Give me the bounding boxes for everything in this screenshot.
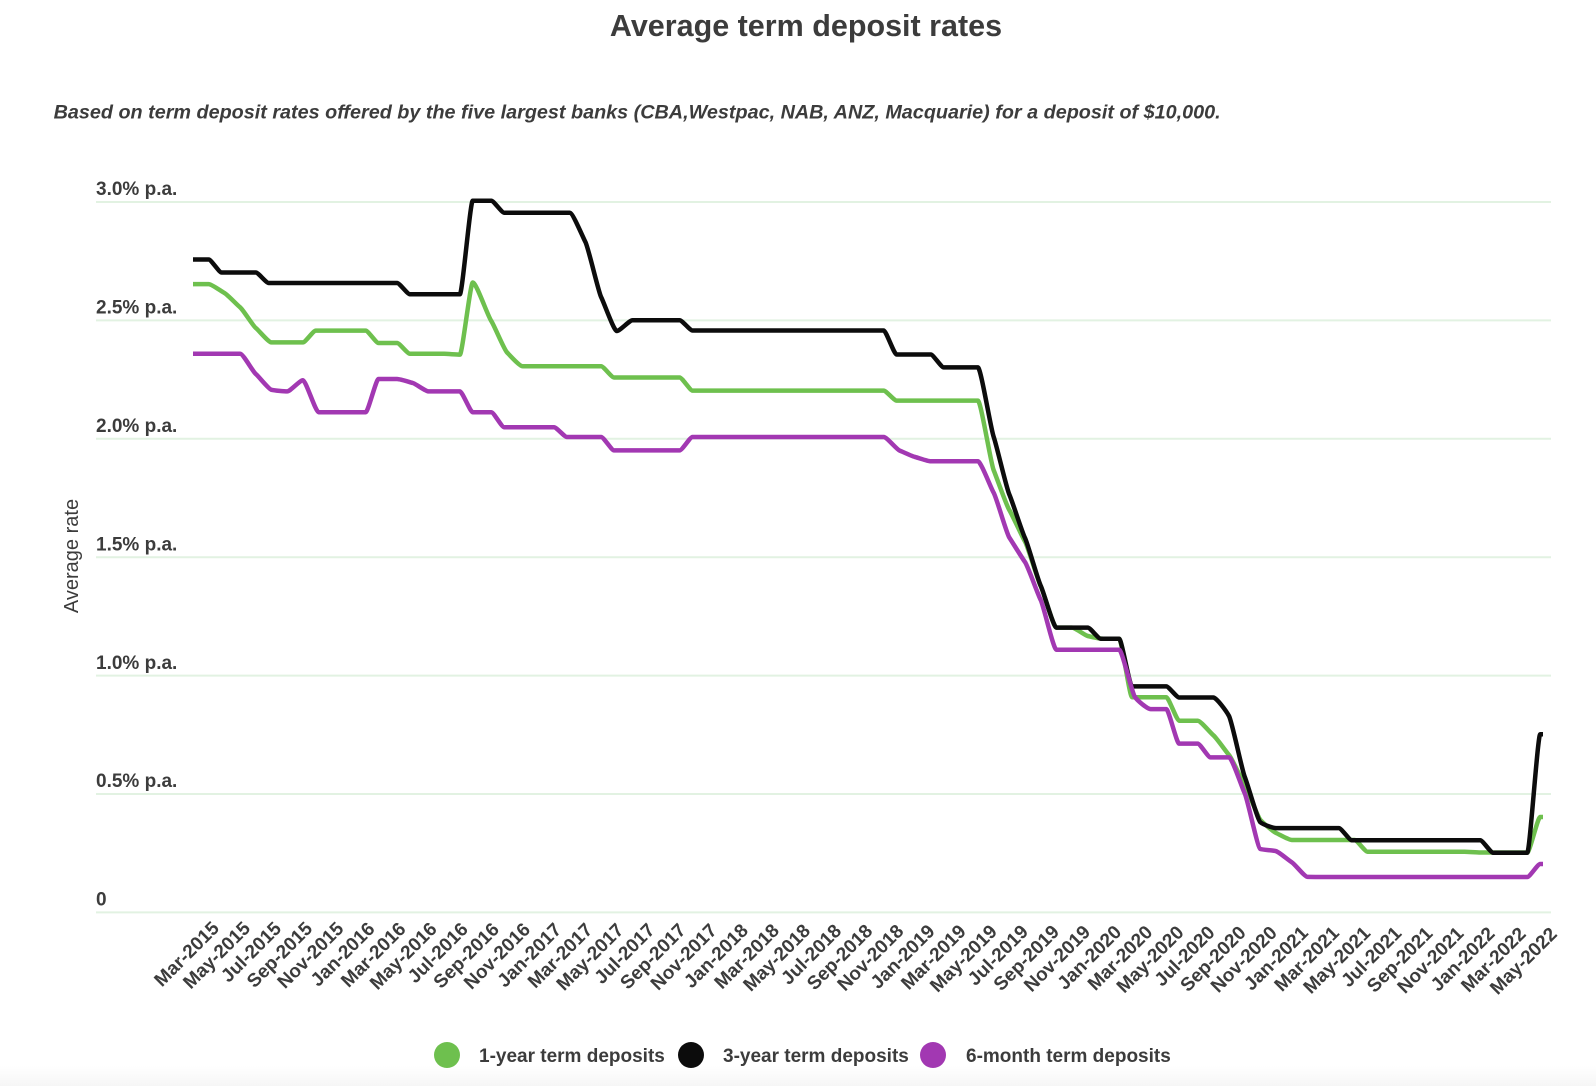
svg-text:Based on term deposit rates of: Based on term deposit rates offered by t… xyxy=(54,102,1221,124)
svg-text:3-year term deposits: 3-year term deposits xyxy=(723,1046,909,1067)
svg-text:0.5% p.a.: 0.5% p.a. xyxy=(96,771,177,792)
svg-text:2.0% p.a.: 2.0% p.a. xyxy=(96,416,177,437)
svg-text:6-month term deposits: 6-month term deposits xyxy=(966,1046,1171,1067)
svg-text:2.5% p.a.: 2.5% p.a. xyxy=(96,298,177,319)
svg-text:Average term deposit rates: Average term deposit rates xyxy=(610,9,1002,43)
svg-text:0: 0 xyxy=(96,890,107,911)
svg-text:1-year term deposits: 1-year term deposits xyxy=(479,1046,665,1067)
svg-text:1.5% p.a.: 1.5% p.a. xyxy=(96,534,177,555)
svg-text:1.0% p.a.: 1.0% p.a. xyxy=(96,653,177,674)
svg-text:Average rate: Average rate xyxy=(61,499,83,613)
svg-text:3.0% p.a.: 3.0% p.a. xyxy=(96,179,177,200)
